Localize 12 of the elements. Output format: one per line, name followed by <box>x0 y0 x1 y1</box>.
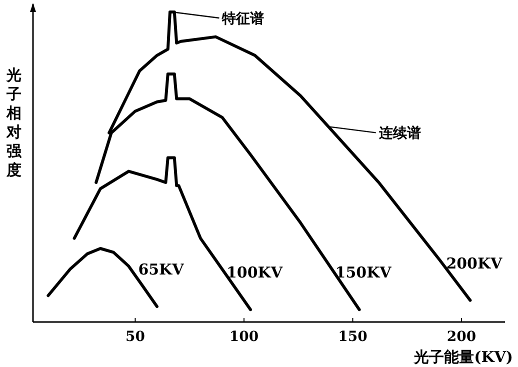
series-label: 100KV <box>226 264 283 282</box>
x-tick-label: 150 <box>338 329 368 345</box>
annotation: 连续谱 <box>378 124 421 142</box>
x-tick-label: 50 <box>125 329 146 345</box>
x-tick-label: 200 <box>446 329 476 345</box>
x-axis-title: 光子能量(KV) <box>413 348 513 366</box>
y-axis-title: 光子相对强度 <box>6 66 22 179</box>
series-label: 150KV <box>335 264 392 282</box>
x-tick-label: 100 <box>229 329 259 345</box>
series-label: 200KV <box>446 254 503 272</box>
series-label: 65KV <box>138 260 184 278</box>
annotation: 特征谱 <box>221 10 264 27</box>
